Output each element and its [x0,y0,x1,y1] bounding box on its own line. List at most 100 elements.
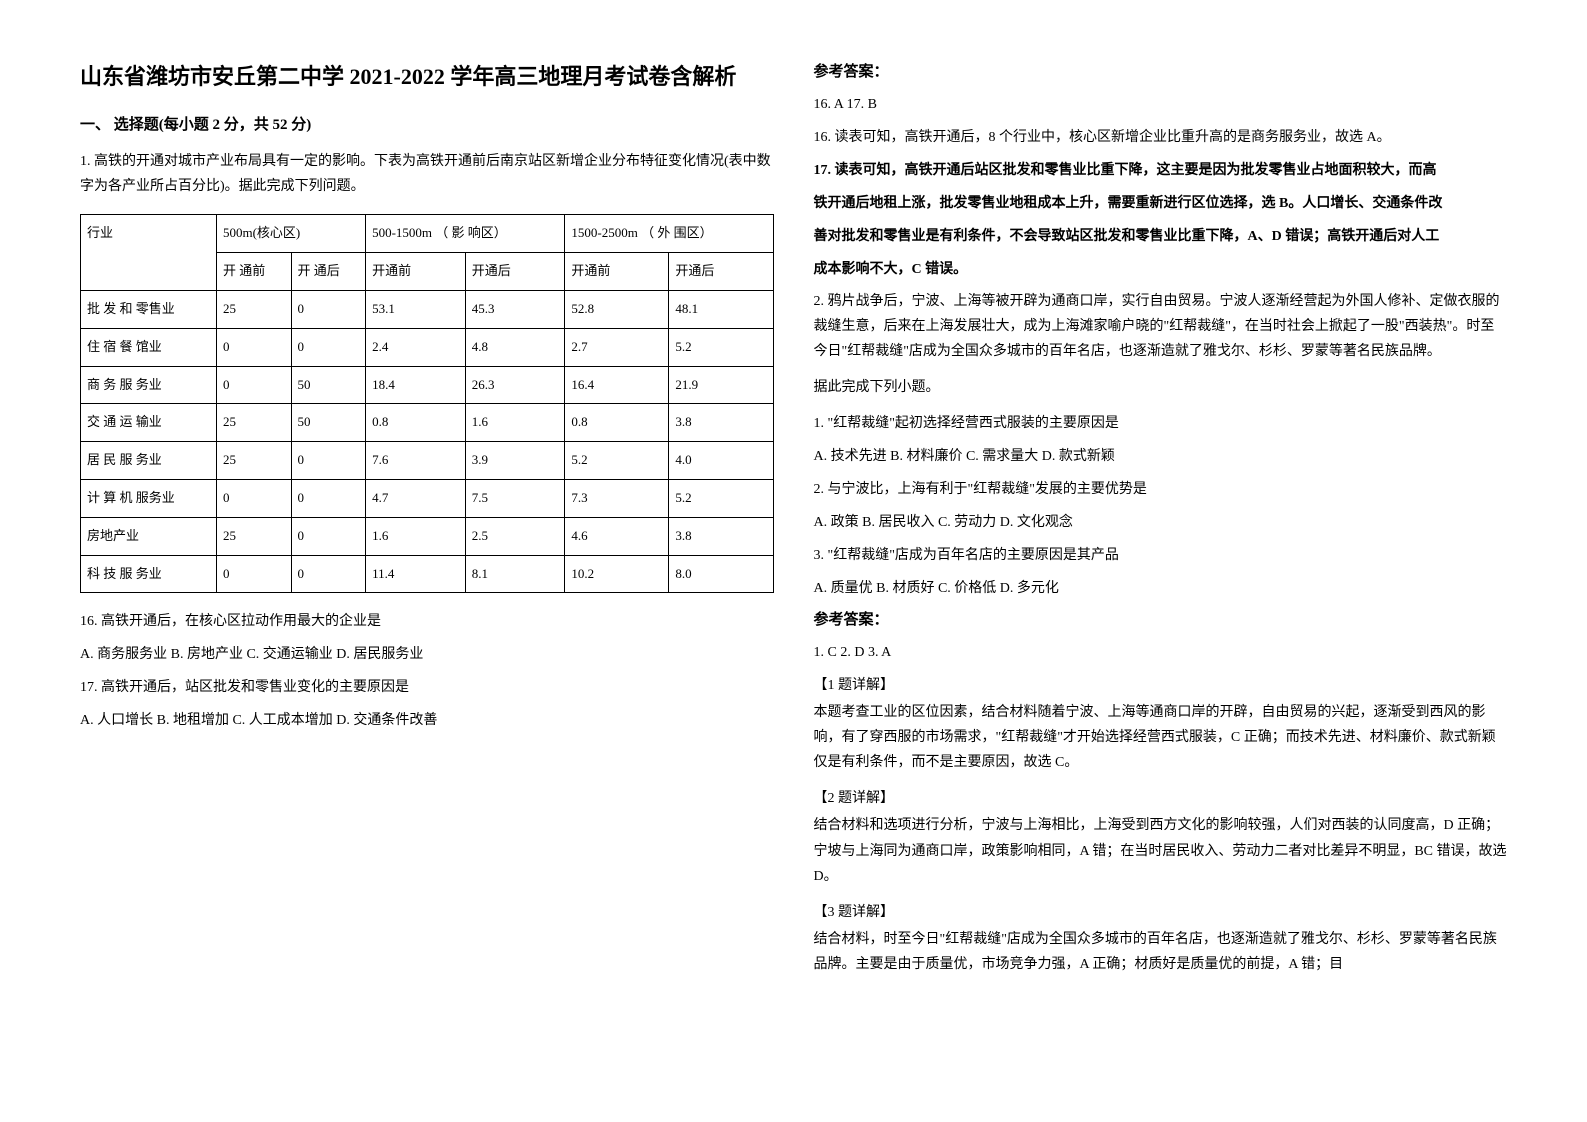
table-header-cell: 1500-2500m （ 外 围区） [565,215,773,253]
table-cell: 2.5 [465,517,565,555]
table-cell: 2.7 [565,328,669,366]
table-cell: 科 技 服 务业 [81,555,217,593]
table-cell: 0 [216,366,291,404]
answer-17-detail-1: 17. 读表可知，高铁开通后站区批发和零售业比重下降，这主要是因为批发零售业占地… [814,157,1508,185]
answer-17-detail-2: 铁开通后地租上涨，批发零售业地租成本上升，需要重新进行区位选择，选 B。人口增长… [814,190,1508,218]
table-cell: 住 宿 餐 馆业 [81,328,217,366]
table-cell: 0 [216,555,291,593]
table-header-cell: 开 通前 [216,253,291,291]
table-cell: 7.5 [465,479,565,517]
table-cell: 5.2 [669,328,773,366]
q17: 17. 高铁开通后，站区批发和零售业变化的主要原因是 [80,674,774,702]
table-cell: 0 [291,442,366,480]
table-cell: 50 [291,404,366,442]
table-row: 房地产业 25 0 1.6 2.5 4.6 3.8 [81,517,774,555]
detail2-p: 结合材料和选项进行分析，宁波与上海相比，上海受到西方文化的影响较强，人们对西装的… [814,813,1508,889]
table-cell: 0 [216,479,291,517]
detail3-p: 结合材料，时至今日"红帮裁缝"店成为全国众多城市的百年名店，也逐渐造就了雅戈尔、… [814,927,1508,977]
table-cell: 3.9 [465,442,565,480]
q2-3: 3. "红帮裁缝"店成为百年名店的主要原因是其产品 [814,542,1508,570]
left-column: 山东省潍坊市安丘第二中学 2021-2022 学年高三地理月考试卷含解析 一、 … [80,60,774,987]
answer-17-detail-3: 善对批发和零售业是有利条件，不会导致站区批发和零售业比重下降，A、D 错误；高铁… [814,223,1508,251]
table-cell: 25 [216,404,291,442]
q2-2-opts: A. 政策 B. 居民收入 C. 劳动力 D. 文化观念 [814,509,1508,537]
table-cell: 商 务 服 务业 [81,366,217,404]
table-cell: 4.0 [669,442,773,480]
q2-p2: 据此完成下列小题。 [814,375,1508,400]
table-cell: 25 [216,442,291,480]
table-cell: 2.4 [366,328,466,366]
table-cell: 0 [291,328,366,366]
table-row: 计 算 机 服务业 0 0 4.7 7.5 7.3 5.2 [81,479,774,517]
q2-3-opts: A. 质量优 B. 材质好 C. 价格低 D. 多元化 [814,575,1508,603]
q2-p1: 2. 鸦片战争后，宁波、上海等被开辟为通商口岸，实行自由贸易。宁波人逐渐经营起为… [814,289,1508,365]
table-row: 批 发 和 零售业 25 0 53.1 45.3 52.8 48.1 [81,290,774,328]
table-header-cell: 500-1500m （ 影 响区） [366,215,565,253]
table-header-cell: 开 通后 [291,253,366,291]
table-cell: 0.8 [565,404,669,442]
table-cell: 8.0 [669,555,773,593]
table-cell: 5.2 [669,479,773,517]
q16-options: A. 商务服务业 B. 房地产业 C. 交通运输业 D. 居民服务业 [80,641,774,669]
table-cell: 25 [216,290,291,328]
table-cell: 0 [291,479,366,517]
table-cell: 0 [291,517,366,555]
answer-heading-2: 参考答案： [814,608,1508,629]
q16: 16. 高铁开通后，在核心区拉动作用最大的企业是 [80,608,774,636]
table-header-cell: 行业 [81,215,217,291]
table-cell: 1.6 [465,404,565,442]
table-cell: 1.6 [366,517,466,555]
table-header-row-1: 行业 500m(核心区) 500-1500m （ 影 响区） 1500-2500… [81,215,774,253]
q17-options: A. 人口增长 B. 地租增加 C. 人工成本增加 D. 交通条件改善 [80,707,774,735]
table-cell: 10.2 [565,555,669,593]
answer-16-detail: 16. 读表可知，高铁开通后，8 个行业中，核心区新增企业比重升高的是商务服务业… [814,124,1508,152]
detail3-heading: 【3 题详解】 [814,899,1508,927]
table-cell: 3.8 [669,517,773,555]
table-cell: 5.2 [565,442,669,480]
detail1-heading: 【1 题详解】 [814,672,1508,700]
table-cell: 批 发 和 零售业 [81,290,217,328]
table-cell: 25 [216,517,291,555]
table-cell: 0 [291,555,366,593]
table-cell: 0 [216,328,291,366]
table-cell: 4.8 [465,328,565,366]
table-cell: 8.1 [465,555,565,593]
q2-1-opts: A. 技术先进 B. 材料廉价 C. 需求量大 D. 款式新颖 [814,443,1508,471]
table-cell: 0 [291,290,366,328]
table-cell: 交 通 运 输业 [81,404,217,442]
table-cell: 居 民 服 务业 [81,442,217,480]
table-row: 商 务 服 务业 0 50 18.4 26.3 16.4 21.9 [81,366,774,404]
detail2-heading: 【2 题详解】 [814,785,1508,813]
table-header-cell: 开通后 [669,253,773,291]
table-cell: 16.4 [565,366,669,404]
table-header-cell: 开通前 [366,253,466,291]
table-row: 住 宿 餐 馆业 0 0 2.4 4.8 2.7 5.2 [81,328,774,366]
table-row: 交 通 运 输业 25 50 0.8 1.6 0.8 3.8 [81,404,774,442]
answer-heading: 参考答案： [814,60,1508,81]
table-cell: 4.6 [565,517,669,555]
q2-1: 1. "红帮裁缝"起初选择经营西式服装的主要原因是 [814,410,1508,438]
answer-17-detail-4: 成本影响不大，C 错误。 [814,256,1508,284]
document-title: 山东省潍坊市安丘第二中学 2021-2022 学年高三地理月考试卷含解析 [80,60,774,93]
table-cell: 53.1 [366,290,466,328]
right-column: 参考答案： 16. A 17. B 16. 读表可知，高铁开通后，8 个行业中，… [814,60,1508,987]
table-row: 居 民 服 务业 25 0 7.6 3.9 5.2 4.0 [81,442,774,480]
table-cell: 26.3 [465,366,565,404]
table-cell: 52.8 [565,290,669,328]
table-cell: 房地产业 [81,517,217,555]
table-cell: 50 [291,366,366,404]
table-cell: 18.4 [366,366,466,404]
q2-2: 2. 与宁波比，上海有利于"红帮裁缝"发展的主要优势是 [814,476,1508,504]
table-cell: 11.4 [366,555,466,593]
table-cell: 7.6 [366,442,466,480]
table-cell: 45.3 [465,290,565,328]
table-cell: 21.9 [669,366,773,404]
q1-intro: 1. 高铁的开通对城市产业布局具有一定的影响。下表为高铁开通前后南京站区新增企业… [80,149,774,199]
table-cell: 4.7 [366,479,466,517]
table-cell: 7.3 [565,479,669,517]
table-cell: 0.8 [366,404,466,442]
table-header-cell: 500m(核心区) [216,215,365,253]
data-table: 行业 500m(核心区) 500-1500m （ 影 响区） 1500-2500… [80,214,774,593]
ans2-line: 1. C 2. D 3. A [814,639,1508,667]
detail1-p: 本题考查工业的区位因素，结合材料随着宁波、上海等通商口岸的开辟，自由贸易的兴起，… [814,700,1508,776]
